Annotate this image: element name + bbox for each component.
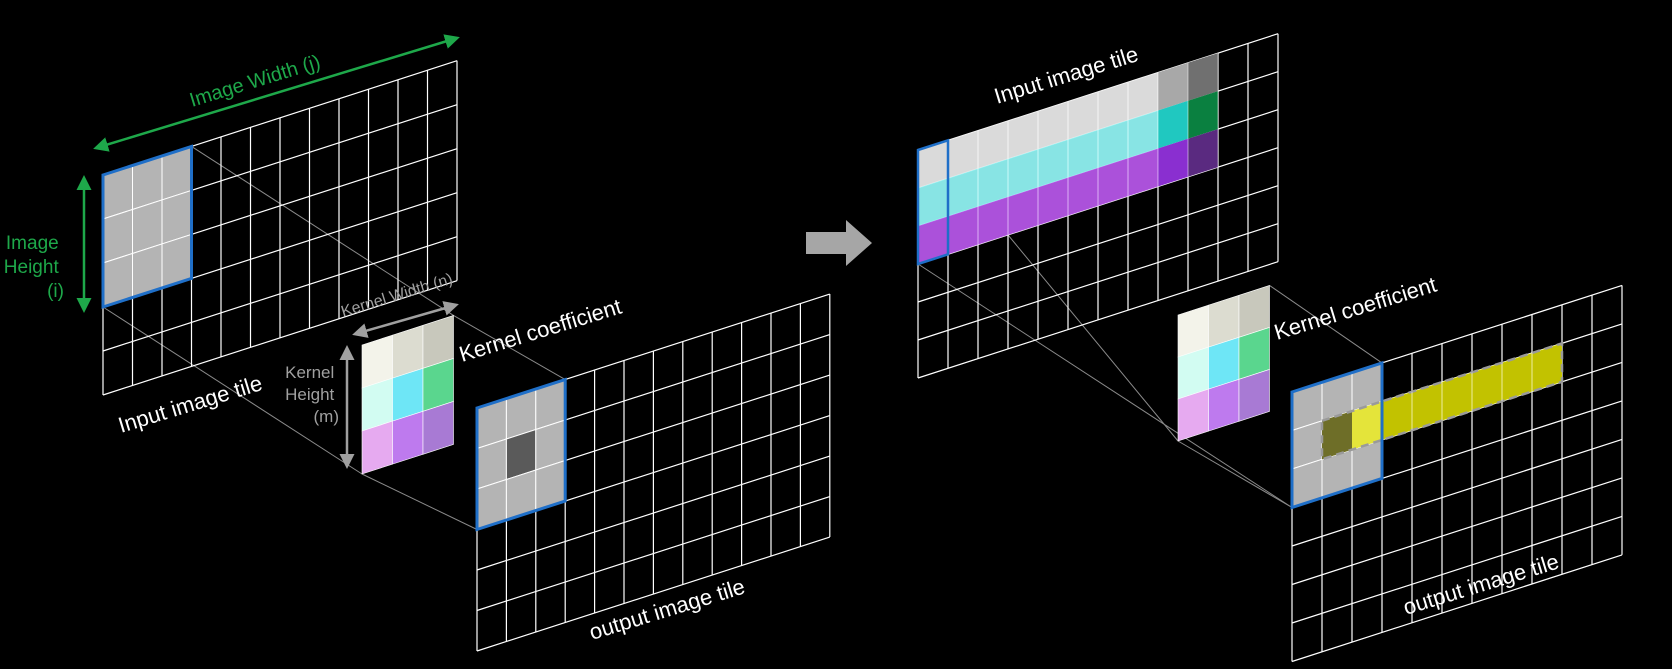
projection-line (1177, 440, 1293, 508)
input-grid-hline (102, 236, 458, 352)
output-grid-hline (1291, 554, 1623, 663)
window-border (1290, 360, 1384, 510)
window-border (916, 138, 950, 266)
kernel-width-arrow (352, 301, 459, 338)
image-width-arrow (93, 34, 460, 152)
output-grid-hline (476, 455, 830, 571)
input-row-tail (1158, 62, 1188, 111)
input-grid-hline (917, 185, 1279, 303)
image-height-label: Image Height (i) (4, 233, 64, 302)
kernel-coefficient-label: Kernel coefficient (456, 294, 624, 367)
projection-line (453, 315, 566, 380)
kernel-coefficient-label: Kernel coefficient (1271, 272, 1439, 345)
image-width-label: Image Width (j) (187, 51, 323, 112)
input-grid-hline (917, 261, 1279, 379)
projection-line (1007, 234, 1179, 442)
input-row-highlights (916, 53, 1219, 266)
kernel-width-label: Kernel Width (n) (339, 271, 455, 321)
input-row-tail (1158, 138, 1188, 187)
projection-lines (917, 234, 1383, 508)
input-tile-label: Input image tile (115, 370, 265, 438)
output-grid-hline (1291, 477, 1623, 586)
output-window (1290, 341, 1564, 510)
output-grid-hline (476, 536, 830, 652)
input-grid-hline (917, 223, 1279, 341)
left-panel: Image Width (j) Image Height (i) Input i… (4, 34, 831, 652)
kernel-cell (422, 401, 454, 455)
output-grid-hline (476, 495, 830, 612)
output-row-strip-border (1320, 341, 1564, 462)
output-tile-label: output image tile (1400, 549, 1562, 620)
output-grid-hline (1291, 515, 1623, 624)
kernel-grid (1177, 285, 1270, 442)
input-grid-hline (102, 280, 458, 396)
output-tile-label: output image tile (586, 574, 748, 645)
projection-line (1269, 285, 1383, 364)
output-strip-cell (1352, 401, 1382, 450)
window-border (101, 144, 193, 310)
output-grid-hline (1291, 438, 1623, 547)
input-row-tail (1188, 53, 1218, 101)
transition-arrow (806, 220, 872, 266)
kernel-height-label: Kernel Height (m) (285, 363, 339, 426)
projection-line (102, 306, 363, 475)
kernel-cell (1238, 369, 1270, 422)
projection-line (917, 263, 1293, 508)
input-row-tail (1158, 100, 1188, 149)
output-center-cell (1322, 411, 1352, 460)
projection-lines (102, 145, 566, 530)
projection-line (191, 145, 454, 316)
window-border (475, 377, 567, 532)
kernel-grid (361, 315, 454, 475)
input-row-tail (1188, 91, 1218, 139)
right-panel: Input image tile Kernel coefficient outp… (916, 33, 1623, 663)
input-kernel-window (101, 144, 193, 310)
input-row-tail (1188, 129, 1218, 177)
projection-line (361, 473, 478, 530)
output-window (475, 377, 567, 532)
